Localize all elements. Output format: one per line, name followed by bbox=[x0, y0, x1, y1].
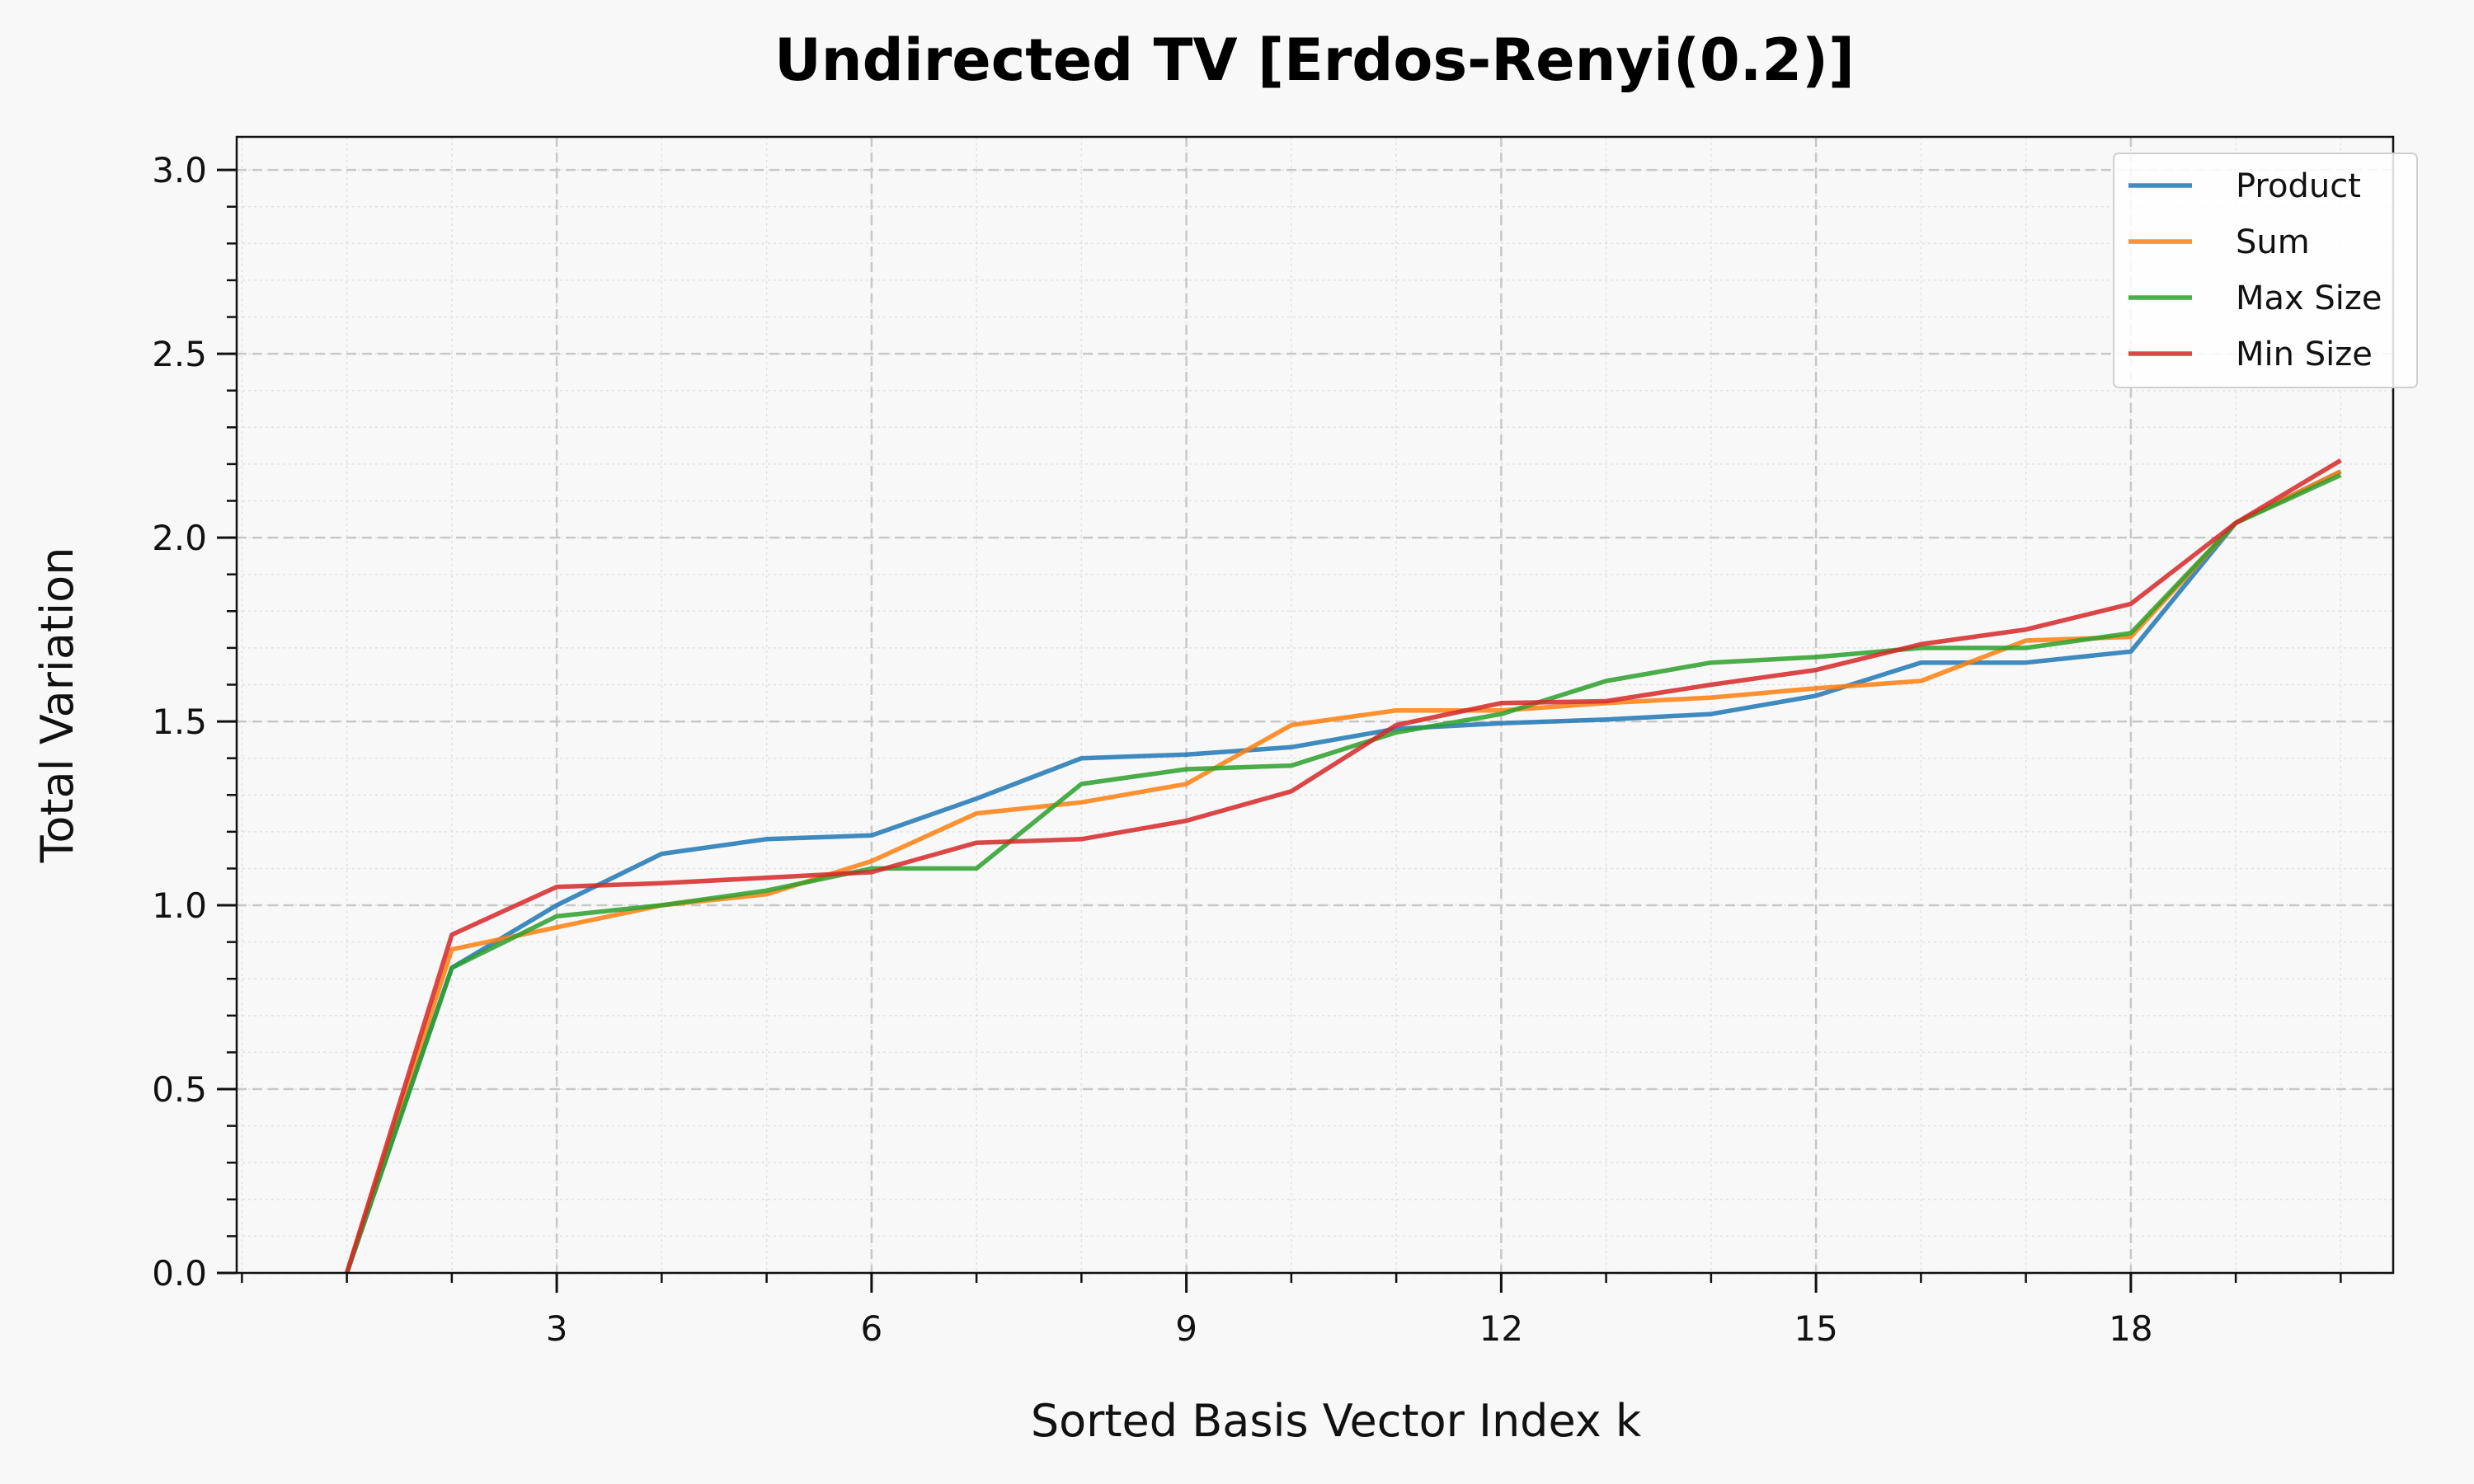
x-tick-label: 12 bbox=[1479, 1308, 1523, 1349]
y-axis: 0.0 0.5 1.0 1.5 2.0 2.5 3.0 bbox=[152, 150, 237, 1294]
y-tick-label: 0.5 bbox=[152, 1069, 207, 1110]
legend-label-max-size: Max Size bbox=[2236, 279, 2382, 317]
y-tick-label: 2.0 bbox=[152, 518, 207, 558]
legend-label-product: Product bbox=[2236, 167, 2361, 205]
y-tick-label: 3.0 bbox=[152, 150, 207, 190]
legend: Product Sum Max Size Min Size bbox=[2113, 153, 2418, 388]
series-line-product bbox=[344, 469, 2342, 1274]
chart-title: Undirected TV [Erdos-Renyi(0.2)] bbox=[774, 26, 1855, 94]
series-layer bbox=[344, 458, 2342, 1274]
x-tick-label: 15 bbox=[1794, 1308, 1837, 1349]
legend-box bbox=[2113, 153, 2418, 388]
x-axis-label: Sorted Basis Vector Index k bbox=[1031, 1395, 1642, 1447]
x-axis: 3 6 9 12 15 18 bbox=[241, 1273, 2342, 1349]
plot-frame bbox=[235, 135, 2395, 1275]
x-tick-label: 9 bbox=[1175, 1308, 1197, 1349]
plot-area bbox=[237, 137, 2393, 1273]
series-line-min-size bbox=[344, 458, 2342, 1274]
y-tick-label: 2.5 bbox=[152, 334, 207, 374]
x-tick-label: 3 bbox=[546, 1308, 568, 1349]
legend-label-sum: Sum bbox=[2236, 223, 2310, 261]
legend-label-min-size: Min Size bbox=[2236, 336, 2373, 373]
series-line-max-size bbox=[344, 472, 2342, 1274]
y-tick-label: 0.0 bbox=[152, 1253, 207, 1294]
y-axis-label: Total Variation bbox=[31, 547, 83, 864]
x-tick-label: 18 bbox=[2109, 1308, 2152, 1349]
y-tick-label: 1.0 bbox=[152, 885, 207, 926]
y-tick-label: 1.5 bbox=[152, 702, 207, 742]
x-tick-label: 6 bbox=[860, 1308, 882, 1349]
